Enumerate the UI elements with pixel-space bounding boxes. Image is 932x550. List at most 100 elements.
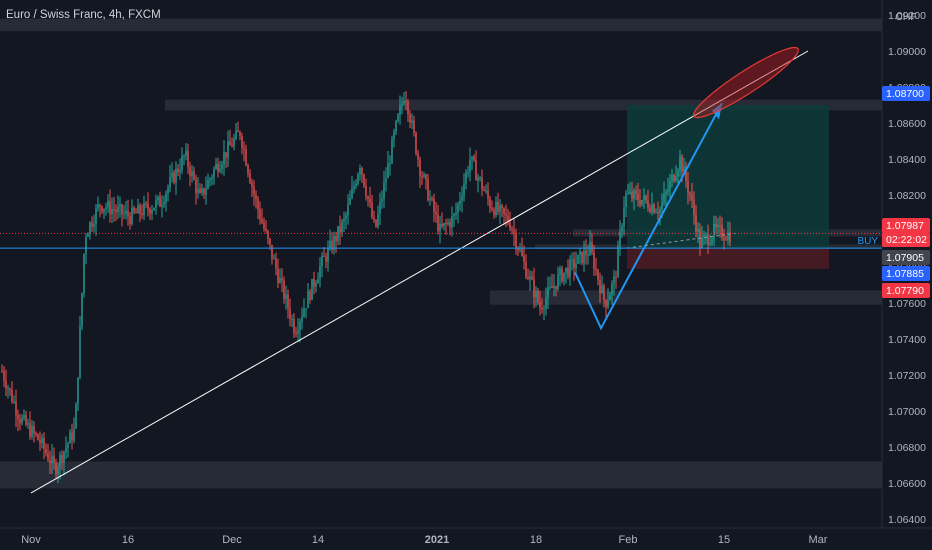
candle-body [275,258,277,269]
candle-body [635,190,637,194]
candle-body [391,139,393,164]
position-stop-area[interactable] [627,248,829,269]
candle-body [291,318,293,320]
zone-rect[interactable] [0,461,882,489]
candle-body [191,171,193,176]
target-ellipse[interactable] [688,40,804,126]
candle-body [685,166,687,181]
trendline[interactable] [30,50,809,494]
candle-body [57,467,59,475]
candle-body [585,250,587,256]
candle-body [155,200,157,208]
candle-body [89,222,91,235]
candle-body [353,186,355,189]
candle-body [609,294,611,301]
candle-body [659,209,661,214]
candle-body [29,423,31,437]
candle-body [31,426,33,437]
candle-body [389,163,391,165]
candle-body [171,172,173,178]
candle-body [147,203,149,210]
candle-body [105,207,107,209]
candle-body [187,150,189,167]
candle-body [621,226,623,232]
candle-body [583,250,585,264]
projection-path[interactable] [574,102,723,331]
candle-body [263,222,265,229]
candle-body [139,205,141,214]
candle-body [121,204,123,215]
candle-body [5,380,7,389]
candle-body [363,174,365,187]
zone-rect[interactable] [490,290,882,305]
candle-body [467,171,469,173]
candle-body [649,208,651,212]
candle-body [241,136,243,149]
candle-body [387,163,389,179]
candle-body [713,223,715,239]
candle-body [343,218,345,222]
candle-body [13,401,15,403]
candle-body [515,233,517,248]
price-tags: 1.08700 1.07987 02:22:02 1.07905 1.07885 1.07… [882,86,930,298]
candle-body [359,167,361,175]
candle-body [355,183,357,187]
candle-body [143,203,145,216]
time-axis[interactable]: Nov 16 Dec 14 2021 18 Feb 15 Mar [21,534,828,546]
candle-body [159,196,161,207]
candle-body [709,242,711,245]
candle-body [657,212,659,214]
candle-body [117,206,119,213]
time-tick: 14 [312,534,324,546]
candle-body [379,201,381,214]
candle-body [351,188,353,198]
candle-body [465,172,467,184]
candle-body [433,198,435,212]
candle-body [451,216,453,228]
candle-body [267,231,269,239]
candle-body [123,213,125,215]
candle-body [15,401,17,416]
candle-body [225,152,227,158]
candle-body [185,150,187,156]
candle-body [651,204,653,212]
candle-body [613,276,615,284]
zone-rect[interactable] [0,18,882,32]
candle-body [163,202,165,205]
candle-body [319,265,321,279]
candle-body [21,417,23,424]
candle-body [317,278,319,284]
symbol-title[interactable]: Euro / Swiss Franc, 4h, FXCM [6,9,161,21]
drawing-tools[interactable] [30,40,809,494]
candle-body [323,255,325,257]
candle-body [573,259,575,269]
buy-label[interactable]: BUY [857,236,878,247]
candle-body [485,190,487,192]
candle-body [251,182,253,187]
price-tick: 1.07200 [888,370,926,382]
candle-body [197,188,199,193]
price-tag-text: 1.07987 [886,220,924,232]
candle-body [557,274,559,290]
candle-body [555,285,557,290]
candle-body [113,209,115,211]
candle-body [103,208,105,212]
candle-body [631,191,633,199]
candle-body [689,192,691,196]
candle-body [341,221,343,233]
zone-rect[interactable] [165,99,882,111]
candle-body [595,269,597,271]
position-link-line [626,232,736,249]
candle-body [563,272,565,282]
candle-body [293,318,295,334]
candle-body [721,225,723,238]
candle-body [537,290,539,302]
candle-body [535,290,537,298]
candle-body [157,196,159,201]
candle-body [181,156,183,171]
candle-body [623,207,625,227]
candle-body [71,432,73,441]
candle-body [543,308,545,310]
candle-body [527,277,529,279]
